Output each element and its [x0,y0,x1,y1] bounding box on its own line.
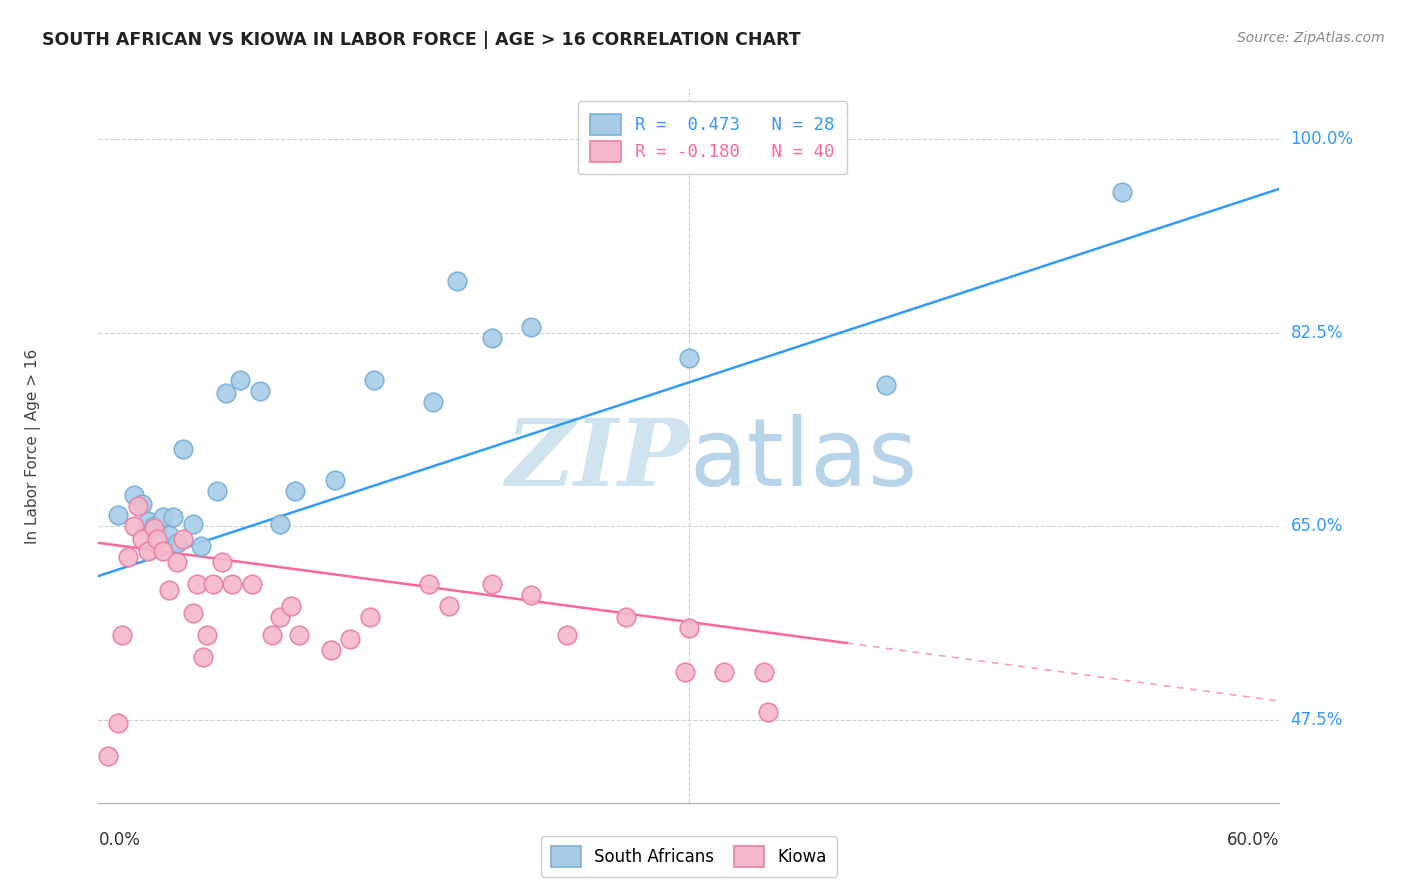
Point [339,632,361,646]
Point [481,576,503,591]
Point [107,716,129,731]
Text: 47.5%: 47.5% [1291,711,1343,729]
Point [284,483,307,498]
Point [752,665,775,680]
Point [875,377,897,392]
Point [152,510,174,524]
Text: SOUTH AFRICAN VS KIOWA IN LABOR FORCE | AGE > 16 CORRELATION CHART: SOUTH AFRICAN VS KIOWA IN LABOR FORCE | … [42,31,801,49]
Point [181,606,204,620]
Point [446,274,468,288]
Point [359,610,381,624]
Point [131,497,153,511]
Point [418,576,440,591]
Point [117,550,139,565]
Text: 60.0%: 60.0% [1227,831,1279,849]
Point [229,373,252,387]
Point [269,610,291,624]
Point [172,533,194,547]
Point [555,627,578,641]
Point [146,533,169,547]
Point [142,519,165,533]
Point [166,536,188,550]
Point [157,583,180,598]
Point [280,599,302,613]
Point [122,488,145,502]
Point [520,588,543,602]
Point [122,519,145,533]
Text: 100.0%: 100.0% [1291,130,1354,148]
Point [136,543,159,558]
Text: 82.5%: 82.5% [1291,324,1343,342]
Text: 0.0%: 0.0% [98,831,141,849]
Point [97,749,120,764]
Text: 65.0%: 65.0% [1291,517,1343,535]
Point [437,599,460,613]
Point [190,539,212,553]
Point [713,665,735,680]
Point [249,384,271,399]
Point [1111,185,1133,199]
Point [211,555,233,569]
Point [756,705,779,719]
Text: ZIP: ZIP [505,416,689,505]
Point [107,508,129,523]
Point [673,665,696,680]
Legend: South Africans, Kiowa: South Africans, Kiowa [541,836,837,877]
Point [215,386,238,401]
Point [323,473,346,487]
Point [363,373,385,387]
Point [142,521,165,535]
Point [269,516,291,531]
Text: Source: ZipAtlas.com: Source: ZipAtlas.com [1237,31,1385,45]
Point [205,483,228,498]
Point [162,510,184,524]
Point [614,610,637,624]
Text: atlas: atlas [689,414,917,507]
Point [136,514,159,528]
Point [127,500,149,514]
Point [166,555,188,569]
Point [240,576,263,591]
Point [186,576,208,591]
Point [152,543,174,558]
Point [260,627,283,641]
Point [172,442,194,456]
Point [221,576,243,591]
Point [146,521,169,535]
Point [111,627,134,641]
Point [678,621,700,635]
Point [157,528,180,542]
Point [319,643,342,657]
Point [678,351,700,365]
Text: In Labor Force | Age > 16: In Labor Force | Age > 16 [25,349,41,543]
Point [131,533,153,547]
Point [288,627,311,641]
Point [201,576,224,591]
Point [481,331,503,345]
Point [191,649,214,664]
Point [422,395,444,409]
Point [520,320,543,334]
Point [181,516,204,531]
Point [195,627,218,641]
